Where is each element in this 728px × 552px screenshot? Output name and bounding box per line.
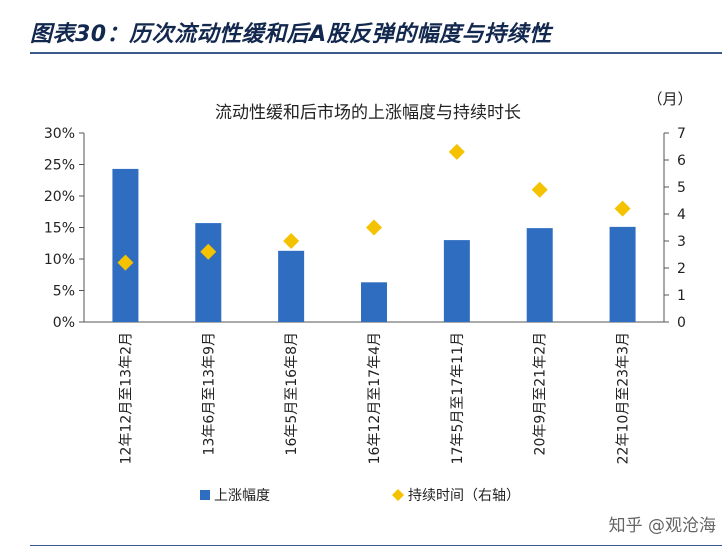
left-tick-label: 25%	[44, 158, 75, 174]
legend: 上涨幅度 持续时间（右轴）	[200, 487, 520, 504]
bar-series	[112, 168, 636, 322]
right-tick-label: 2	[677, 261, 686, 277]
x-tick-label: 12年12月至13年2月	[118, 332, 134, 464]
right-tick-label: 0	[677, 315, 686, 331]
x-tick-label: 22年10月至23年3月	[616, 332, 632, 464]
left-tick-label: 0%	[53, 315, 75, 331]
left-tick-label: 20%	[44, 189, 75, 205]
watermark: 知乎 @观沧海	[608, 516, 716, 536]
legend-diamond-label: 持续时间（右轴）	[408, 487, 520, 504]
chart-title: 流动性缓和后市场的上涨幅度与持续时长	[215, 103, 521, 123]
x-tick-label: 13年6月至13年9月	[201, 332, 217, 455]
duration-point	[117, 254, 134, 271]
bar	[443, 240, 470, 322]
right-axis: 0 1 2 3 4 5 6 7	[663, 126, 686, 331]
left-tick-label: 10%	[44, 252, 75, 268]
right-tick-label: 1	[677, 288, 686, 304]
duration-point	[531, 181, 548, 198]
bar	[278, 250, 305, 322]
right-tick-label: 4	[677, 207, 686, 223]
right-tick-label: 3	[677, 234, 686, 250]
x-axis-labels: 12年12月至13年2月 13年6月至13年9月 16年5月至16年8月 16年12月…	[118, 332, 631, 464]
bar	[361, 282, 387, 322]
bar	[112, 168, 139, 322]
left-tick-label: 15%	[44, 221, 75, 237]
left-axis: 0% 5% 10% 15% 20% 25% 30%	[44, 126, 664, 331]
bar	[195, 223, 222, 322]
duration-series	[117, 143, 631, 271]
duration-point	[283, 233, 300, 249]
left-tick-label: 30%	[44, 126, 75, 142]
duration-point	[366, 219, 382, 236]
duration-point	[200, 243, 217, 260]
x-tick-label: 16年12月至17年4月	[367, 332, 383, 464]
right-tick-label: 6	[677, 153, 686, 169]
right-tick-label: 5	[677, 180, 686, 196]
x-tick-label: 16年5月至16年8月	[284, 332, 300, 455]
figure-title: 图表30：历次流动性缓和后A股反弹的幅度与持续性	[30, 22, 552, 47]
right-tick-label: 7	[677, 126, 686, 142]
legend-bar-swatch	[200, 490, 210, 500]
title-rule	[30, 52, 722, 54]
bar	[526, 228, 553, 322]
legend-diamond-swatch	[392, 489, 404, 501]
left-tick-label: 5%	[53, 284, 75, 300]
legend-bar-label: 上涨幅度	[214, 488, 270, 504]
x-tick-label: 20年9月至21年2月	[533, 332, 549, 455]
right-axis-unit: （月）	[647, 90, 692, 108]
bottom-rule	[30, 545, 722, 546]
bar	[609, 226, 636, 322]
x-tick-label: 17年5月至17年11月	[450, 332, 466, 464]
duration-point	[614, 200, 631, 217]
duration-point	[448, 143, 465, 160]
